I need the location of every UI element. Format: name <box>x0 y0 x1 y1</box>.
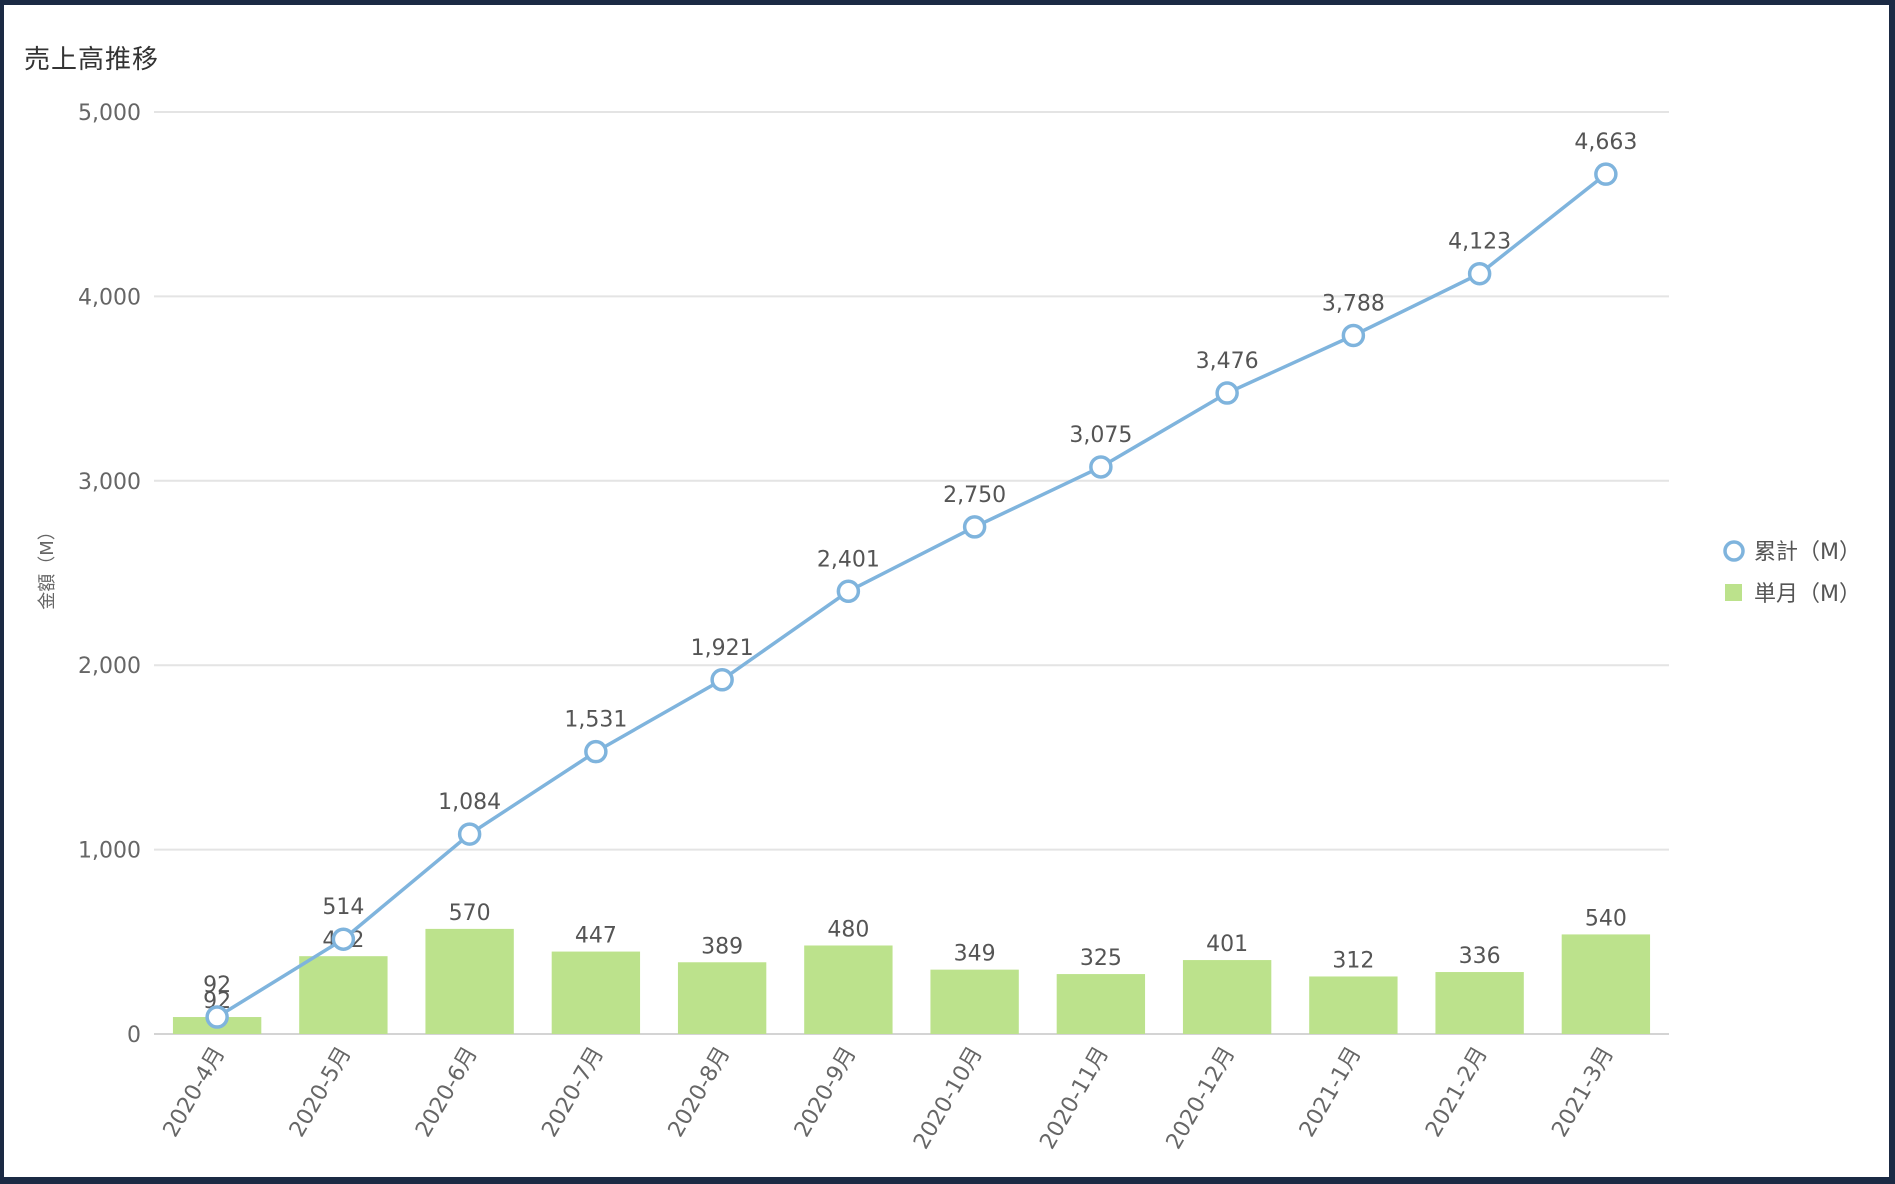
x-tick-label: 2020-8月 <box>664 1043 736 1142</box>
chart-panel: 売上高推移 0 1,000 2,000 3,000 4,000 5,000 金額（M） 92 4… <box>4 5 1889 1177</box>
line-point <box>1089 455 1113 479</box>
line-data-label: 4,123 <box>1448 230 1511 255</box>
bar <box>930 969 1019 1034</box>
chart-title: 売上高推移 <box>24 45 160 75</box>
bar <box>551 951 641 1034</box>
bar-data-label: 401 <box>1206 932 1248 957</box>
x-tick-label: 2020-4月 <box>159 1043 231 1142</box>
line-data-label: 4,663 <box>1574 130 1637 155</box>
line-data-label: 92 <box>203 973 231 998</box>
bar <box>299 956 388 1034</box>
bar-data-label: 389 <box>701 934 743 959</box>
line-data-label: 3,476 <box>1196 349 1259 374</box>
line-point <box>457 822 482 846</box>
line-data-label: 3,075 <box>1069 423 1132 448</box>
bar-data-label: 312 <box>1332 948 1374 973</box>
x-tick-label: 2020-12月 <box>1162 1043 1241 1154</box>
y-tick-label: 1,000 <box>78 839 141 864</box>
x-tick-label: 2021-3月 <box>1547 1043 1619 1142</box>
line-point <box>584 739 608 764</box>
x-tick-label: 2021-2月 <box>1421 1043 1493 1142</box>
line-point <box>1467 261 1492 286</box>
x-tick-label: 2020-9月 <box>790 1043 862 1142</box>
bar-data-label: 480 <box>827 917 869 942</box>
line-data-label: 1,531 <box>564 708 627 733</box>
x-tick-label: 2020-7月 <box>537 1043 609 1142</box>
sales-trend-chart: 01,0002,0003,0004,0005,000金額（M）924225704… <box>37 101 1861 1154</box>
y-tick-label: 4,000 <box>78 285 141 310</box>
line-point <box>331 927 356 951</box>
line-point <box>836 579 861 604</box>
line-data-label: 3,788 <box>1322 291 1385 316</box>
bar <box>1435 972 1524 1034</box>
bar-data-label: 325 <box>1080 946 1122 971</box>
line-data-label: 2,401 <box>817 547 880 572</box>
line-point <box>962 515 987 539</box>
bar <box>1182 960 1272 1034</box>
bar <box>425 928 514 1034</box>
legend-label: 単月（M） <box>1754 582 1861 607</box>
y-tick-label: 5,000 <box>78 101 141 126</box>
line-data-label: 1,084 <box>438 790 501 815</box>
y-axis-label: 金額（M） <box>37 522 58 610</box>
bar <box>1056 974 1146 1034</box>
line-point <box>1594 162 1618 186</box>
x-tick-label: 2020-5月 <box>285 1043 357 1142</box>
bar-data-label: 447 <box>575 924 617 949</box>
y-tick-label: 0 <box>127 1023 141 1048</box>
cumulative-line <box>216 172 1607 1019</box>
line-point <box>205 1005 229 1029</box>
line-data-label: 1,921 <box>691 636 754 661</box>
bar <box>1309 976 1398 1034</box>
line-data-label: 2,750 <box>943 483 1006 508</box>
bar <box>804 945 893 1034</box>
legend-line-marker <box>1723 540 1745 562</box>
bar-data-label: 570 <box>449 901 491 926</box>
bar-data-label: 349 <box>954 942 996 967</box>
line-point <box>1215 381 1239 405</box>
y-tick-label: 2,000 <box>78 654 141 679</box>
line-point <box>1341 323 1366 348</box>
bar-data-label: 336 <box>1459 944 1501 969</box>
bar <box>1561 934 1651 1034</box>
y-tick-label: 3,000 <box>78 470 141 495</box>
x-tick-label: 2020-6月 <box>411 1043 483 1142</box>
bar <box>677 962 767 1034</box>
legend-bar-marker <box>1725 584 1742 601</box>
line-data-label: 514 <box>322 895 364 920</box>
x-tick-label: 2020-11月 <box>1035 1043 1114 1154</box>
legend-label: 累計（M） <box>1754 540 1861 565</box>
x-tick-label: 2021-1月 <box>1295 1043 1367 1142</box>
line-point <box>710 668 734 692</box>
bar-data-label: 540 <box>1585 906 1627 931</box>
x-tick-label: 2020-10月 <box>909 1043 988 1154</box>
